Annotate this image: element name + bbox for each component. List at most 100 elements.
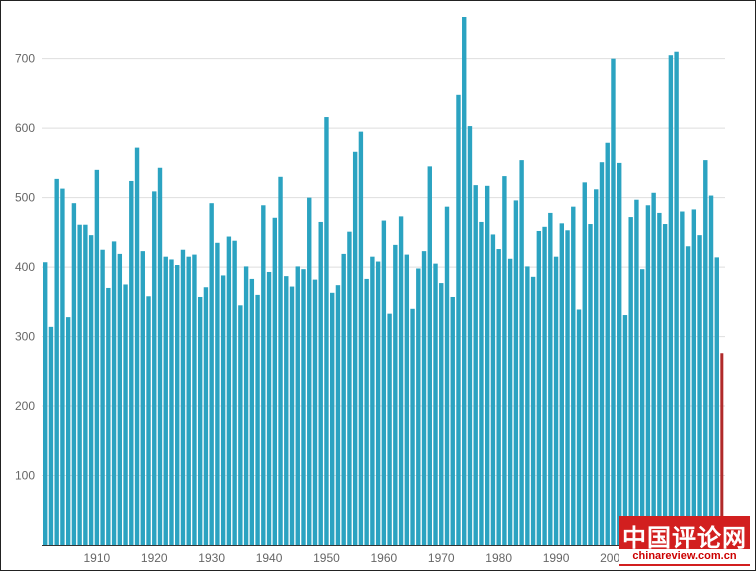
bar — [220, 275, 226, 545]
x-axis-labels: 1910 1920 1930 1940 1950 1960 1970 1980 1990 2000 — [84, 551, 628, 565]
bar — [318, 221, 323, 545]
bar — [100, 249, 105, 545]
y-tick-label: 600 — [15, 121, 35, 135]
bar — [192, 254, 197, 545]
bar — [60, 188, 65, 545]
x-tick-label: 1940 — [256, 551, 283, 565]
bar — [398, 216, 404, 546]
bar — [157, 167, 163, 546]
bar — [312, 279, 318, 545]
bar — [536, 230, 542, 545]
bar — [553, 256, 559, 545]
bar — [232, 240, 237, 545]
bar — [496, 249, 501, 545]
bar — [134, 147, 140, 545]
bar — [226, 236, 232, 545]
bar — [462, 17, 467, 545]
y-tick-label: 300 — [15, 330, 35, 344]
bar — [324, 117, 329, 545]
bar — [530, 276, 536, 545]
bar — [519, 160, 524, 545]
bar — [421, 251, 427, 545]
y-tick-label: 400 — [15, 260, 35, 274]
bar — [163, 256, 168, 545]
bar — [668, 55, 674, 546]
bar — [507, 258, 513, 545]
bar — [571, 206, 576, 546]
bar — [330, 292, 335, 545]
bar — [71, 203, 77, 546]
bar — [364, 278, 369, 545]
bar — [186, 256, 191, 545]
bar — [77, 224, 82, 545]
bar — [450, 296, 455, 545]
bar — [651, 192, 656, 545]
bar — [708, 195, 714, 545]
bar — [416, 268, 421, 545]
bar — [238, 305, 243, 545]
bar — [180, 249, 186, 545]
bar — [48, 326, 54, 545]
bar — [576, 309, 582, 545]
x-tick-label: 1970 — [428, 551, 455, 565]
bar — [169, 259, 174, 545]
bar — [203, 287, 209, 545]
bar — [140, 251, 145, 545]
bar — [559, 223, 564, 545]
bar — [43, 262, 48, 545]
watermark-title: 中国评论网 — [622, 524, 747, 552]
bar — [88, 235, 94, 545]
bar — [152, 191, 157, 545]
bars — [43, 17, 724, 546]
bar — [335, 285, 341, 545]
bar — [404, 254, 410, 545]
bar — [284, 276, 289, 545]
x-tick-label: 1950 — [313, 551, 340, 565]
bar — [502, 176, 507, 546]
bar — [680, 211, 685, 546]
y-tick-label: 700 — [15, 52, 35, 66]
bar — [628, 217, 633, 545]
bar — [54, 178, 59, 545]
x-tick-label: 1920 — [141, 551, 168, 565]
bar — [456, 94, 461, 546]
y-tick-label: 500 — [15, 191, 35, 205]
bar — [599, 162, 605, 545]
watermark-logo: 中国评论网 chinareview.com.cn — [619, 516, 750, 566]
bar — [111, 241, 117, 545]
bar — [272, 217, 277, 546]
bar — [106, 287, 111, 545]
y-axis-labels: 100 200 300 400 500 600 700 — [15, 52, 35, 483]
bar — [720, 353, 724, 545]
bar — [393, 244, 398, 545]
bar — [387, 313, 392, 545]
bar — [484, 185, 490, 546]
bar — [375, 261, 381, 545]
bar — [703, 160, 708, 545]
bar — [588, 224, 593, 545]
bar — [594, 189, 599, 545]
bar — [295, 266, 300, 545]
bar — [662, 224, 668, 545]
bar — [197, 296, 203, 545]
bar — [657, 212, 662, 546]
bar — [289, 286, 295, 545]
bar — [129, 180, 134, 546]
bar — [685, 246, 691, 545]
bar — [525, 266, 530, 545]
bar — [548, 212, 553, 546]
bar — [674, 51, 679, 545]
bar — [611, 58, 616, 546]
bar — [605, 142, 610, 545]
bar — [209, 203, 214, 546]
bar — [255, 294, 260, 545]
bar — [352, 151, 358, 546]
bar — [691, 209, 697, 545]
bar — [479, 221, 484, 545]
bar — [117, 253, 123, 545]
bar — [582, 182, 587, 546]
bar — [634, 199, 639, 545]
bar — [175, 265, 180, 545]
bar — [410, 308, 415, 545]
